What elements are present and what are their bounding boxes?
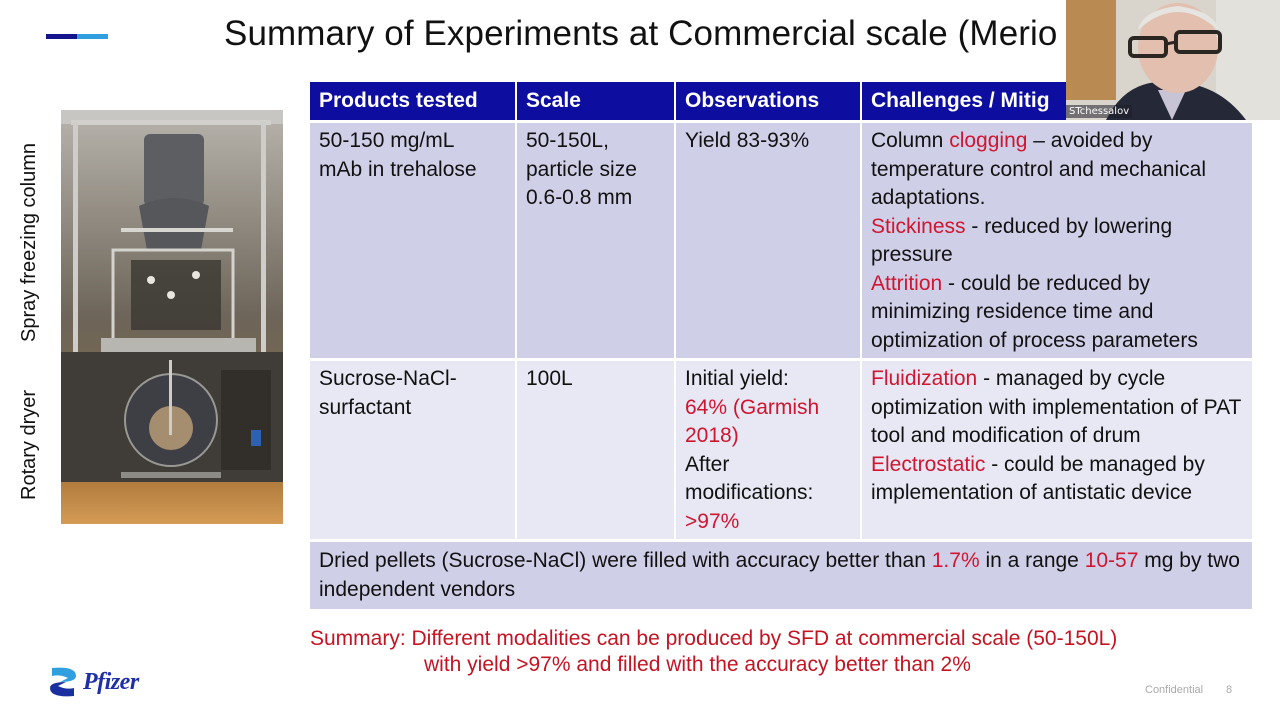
- equipment-photo-illustration: [61, 110, 283, 524]
- accent-light: [77, 34, 108, 39]
- challenge-keyword: Stickiness: [871, 214, 966, 238]
- after-modifications-label: After modifications:: [685, 452, 814, 505]
- slide-title: Summary of Experiments at Commercial sca…: [224, 14, 1058, 53]
- column-header-products: Products tested: [310, 82, 517, 123]
- column-header-scale: Scale: [516, 82, 676, 123]
- accuracy-value: 1.7%: [931, 549, 980, 572]
- challenge-item: Column clogging – avoided by temperature…: [871, 127, 1243, 213]
- confidential-label: Confidential: [1145, 684, 1204, 696]
- summary-line: with yield >97% and filled with the accu…: [424, 653, 971, 676]
- table-row: Sucrose-NaCl- surfactant 100L Initial yi…: [310, 359, 1254, 542]
- participant-video-feed: [1066, 0, 1280, 120]
- cell-product: 50-150 mg/mL mAb in trehalose: [310, 121, 517, 361]
- pfizer-logo: Pfizer: [46, 664, 139, 700]
- experiments-table: Products tested Scale Observations Chall…: [310, 82, 1254, 612]
- challenge-keyword: Fluidization: [871, 367, 978, 390]
- product-line: 50-150 mg/mL: [319, 129, 455, 152]
- page-number: 8: [1226, 684, 1233, 696]
- scale-line: 50-150L,: [526, 129, 609, 152]
- challenge-item: Attrition - could be reduced by minimizi…: [871, 270, 1243, 356]
- title-accent-bar: [46, 34, 108, 39]
- column-header-observations: Observations: [675, 82, 862, 123]
- note-text: in a range: [979, 549, 1085, 572]
- challenge-item: Fluidization - managed by cycle optimiza…: [871, 365, 1243, 451]
- accent-dark: [46, 34, 77, 39]
- cell-observations: Initial yield: 64% (Garmish 2018) After …: [675, 359, 862, 542]
- cell-product: Sucrose-NaCl- surfactant: [310, 359, 517, 542]
- cell-observations: Yield 83-93%: [675, 121, 862, 361]
- challenge-text: - could be reduced by minimizing residen…: [871, 271, 1198, 352]
- note-text: mg by two independent vendors: [319, 549, 1240, 601]
- scale-line: particle size: [526, 157, 637, 181]
- table-row: 50-150 mg/mL mAb in trehalose 50-150L, p…: [310, 121, 1254, 361]
- note-text: Dried pellets (Sucrose-NaCl) were filled…: [319, 549, 932, 572]
- challenge-keyword: Attrition: [871, 271, 943, 295]
- challenge-text: - managed by cycle optimization with imp…: [871, 367, 1242, 447]
- participant-name-label: STchessalov: [1066, 105, 1133, 118]
- challenge-item: Stickiness - reduced by lowering pressur…: [871, 213, 1243, 270]
- rotary-dryer-label: Rotary dryer: [18, 389, 40, 500]
- observation-text: Yield 83-93%: [685, 129, 810, 152]
- summary-text: Summary: Different modalities can be pro…: [310, 626, 1250, 678]
- after-modifications-value: >97%: [685, 509, 740, 533]
- challenge-prefix: Column: [871, 129, 950, 152]
- scale-line: 100L: [526, 367, 573, 390]
- challenge-text: - could be managed by implementation of …: [871, 452, 1205, 505]
- filling-accuracy-note: Dried pellets (Sucrose-NaCl) were filled…: [310, 540, 1254, 612]
- challenge-text: – avoided by temperature control and mec…: [871, 129, 1207, 209]
- participant-video-tile[interactable]: STchessalov: [1066, 0, 1280, 120]
- challenge-keyword: clogging: [949, 129, 1028, 152]
- cell-challenges: Column clogging – avoided by temperature…: [861, 121, 1254, 361]
- scale-line: 0.6-0.8 mm: [526, 186, 633, 209]
- summary-line: Summary: Different modalities can be pro…: [310, 627, 1118, 650]
- pfizer-logo-text: Pfizer: [83, 668, 139, 695]
- cell-scale: 50-150L, particle size 0.6-0.8 mm: [516, 121, 676, 361]
- cell-challenges: Fluidization - managed by cycle optimiza…: [861, 359, 1254, 542]
- equipment-photo: [61, 110, 283, 524]
- spray-freezing-label: Spray freezing column: [18, 143, 40, 342]
- cell-scale: 100L: [516, 359, 676, 542]
- product-line: mAb in trehalose: [319, 157, 477, 181]
- challenge-item: Electrostatic - could be managed by impl…: [871, 451, 1243, 508]
- range-value: 10-57: [1084, 549, 1139, 572]
- challenge-text: - reduced by lowering pressure: [871, 214, 1173, 267]
- product-line: Sucrose-NaCl-: [319, 367, 457, 390]
- product-line: surfactant: [319, 395, 412, 419]
- initial-yield-value: 64% (Garmish 2018): [685, 395, 820, 448]
- pfizer-logo-icon: [50, 667, 76, 697]
- initial-yield-label: Initial yield:: [685, 367, 789, 390]
- table-footer-row: Dried pellets (Sucrose-NaCl) were filled…: [310, 540, 1254, 612]
- challenge-keyword: Electrostatic: [871, 452, 986, 476]
